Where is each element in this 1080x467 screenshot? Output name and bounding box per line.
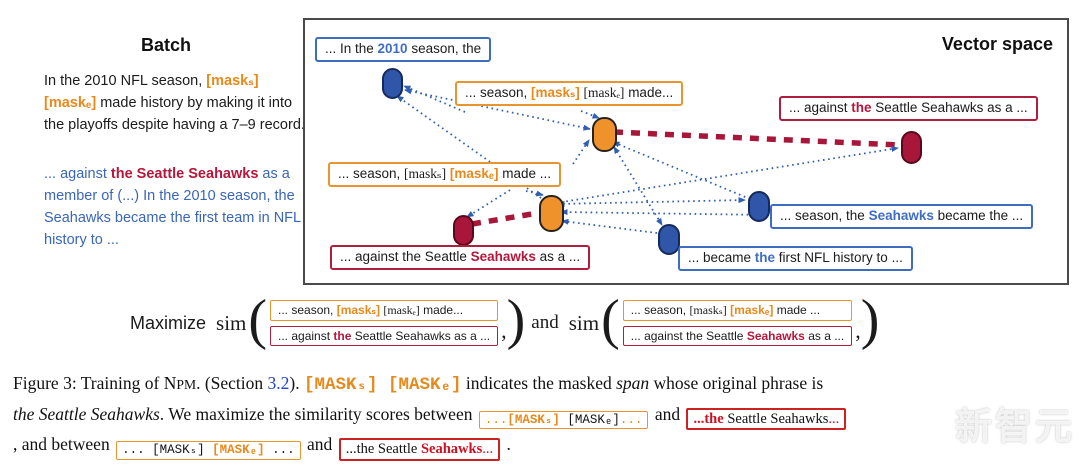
caption-line3-period: . bbox=[502, 434, 511, 455]
embedding-dot-blue-the bbox=[658, 224, 680, 255]
embedding-dot-crimson-the bbox=[901, 131, 922, 164]
inline-target-box-2: ...the Seattle Seahawks... bbox=[338, 438, 501, 461]
caption-line2-and: and bbox=[650, 403, 685, 424]
close-paren-1: ) bbox=[506, 289, 526, 352]
inline-query-box-1: ...[MASKₛ] [MASKₑ]... bbox=[478, 410, 649, 429]
caption-line2-text: the Seattle Seahawks. We maximize the si… bbox=[13, 403, 477, 424]
maximize-formula: Maximize sim ( ... season, [maskₛ] [mask… bbox=[130, 286, 879, 360]
open-paren-1: ( bbox=[248, 289, 268, 352]
sim-label-1: sim bbox=[216, 310, 247, 335]
embedding-dot-orange-mask-e bbox=[539, 195, 564, 232]
context-box-mask-s-query: ... season, [maskₛ] [maskₑ] made... bbox=[455, 81, 684, 106]
sim-label-2: sim bbox=[568, 310, 600, 335]
caption-line-2: the Seattle Seahawks. We maximize the si… bbox=[13, 400, 1073, 431]
sim-args-2: ... season, [maskₛ] [maskₑ] made ... ...… bbox=[622, 300, 853, 346]
figure-caption: Figure 3: Training of NPM. (Section 3.2)… bbox=[13, 369, 1073, 461]
and-label: and bbox=[531, 312, 559, 333]
embedding-dot-blue-seahawks bbox=[748, 191, 770, 222]
comma-2: , bbox=[855, 318, 861, 343]
context-box-against-seahawks: ... against the Seattle Seahawks as a ..… bbox=[330, 245, 591, 270]
close-paren-2: ) bbox=[860, 289, 880, 352]
sim-args-1: ... season, [maskₛ] [maskₑ] made... ... … bbox=[270, 300, 499, 346]
sim1-target-box: ... against the Seattle Seahawks as a ..… bbox=[270, 325, 499, 346]
context-box-seahawks-became: ... season, the Seahawks became the ... bbox=[770, 204, 1034, 229]
embedding-dot-blue-2010 bbox=[382, 68, 403, 99]
context-box-mask-e-query: ... season, [maskₛ] [maskₑ] made ... bbox=[328, 162, 561, 187]
context-box-in-2010: ... In the 2010 season, the bbox=[315, 37, 492, 62]
vector-space-title: Vector space bbox=[941, 34, 1053, 54]
caption-line3-and: and bbox=[302, 434, 337, 455]
sim2-query-box: ... season, [maskₛ] [maskₑ] made ... bbox=[622, 300, 853, 321]
embedding-dot-orange-mask-s bbox=[592, 117, 617, 152]
batch-paragraph-reference: ... against the Seattle Seahawks as a me… bbox=[44, 166, 301, 248]
batch-paragraph-masked: In the 2010 NFL season, [maskₛ] [maskₑ] … bbox=[44, 73, 305, 133]
caption-line-1: Figure 3: Training of NPM. (Section 3.2)… bbox=[13, 373, 824, 395]
comma-1: , bbox=[501, 318, 507, 343]
caption-line-3: , and between ... [MASKₛ] [MASKₑ] ... an… bbox=[13, 430, 1073, 461]
context-box-against-the: ... against the Seattle Seahawks as a ..… bbox=[779, 96, 1038, 121]
inline-query-box-2: ... [MASKₛ] [MASKₑ] ... bbox=[116, 441, 301, 460]
inline-target-box-1: ...the Seattle Seahawks... bbox=[686, 407, 847, 431]
caption-line3-text: , and between bbox=[13, 434, 115, 455]
embedding-dot-crimson-seahawks bbox=[453, 215, 474, 246]
maximize-label: Maximize bbox=[130, 312, 207, 333]
batch-title: Batch bbox=[140, 35, 191, 55]
sim1-query-box: ... season, [maskₛ] [maskₑ] made... bbox=[270, 300, 499, 321]
open-paren-2: ( bbox=[601, 289, 620, 352]
vector-space-panel: Vector space bbox=[303, 18, 1069, 285]
context-box-became-the: ... became the first NFL history to ... bbox=[678, 246, 913, 271]
sim2-target-box: ... against the Seattle Seahawks as a ..… bbox=[622, 325, 853, 346]
